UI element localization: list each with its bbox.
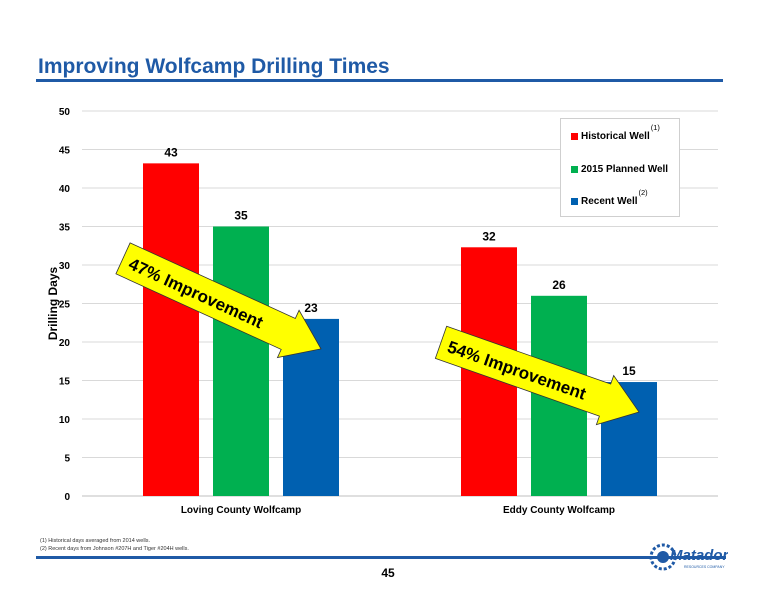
x-category-label: Eddy County Wolfcamp [503,505,615,516]
arrow-shape [434,325,640,426]
y-tick-label: 35 [59,223,71,234]
y-tick-label: 40 [59,184,71,195]
footer-divider [36,556,726,559]
data-label: 26 [552,278,566,292]
data-label: 23 [304,301,318,315]
y-tick-label: 0 [64,492,70,503]
y-tick-label: 5 [64,454,70,465]
y-tick-label: 20 [59,338,71,349]
y-tick-label: 10 [59,415,71,426]
y-axis-label: Drilling Days [46,267,60,341]
page-title: Improving Wolfcamp Drilling Times [38,55,390,78]
legend-swatch-planned [571,165,578,173]
footnote-2: (2) Recent days from Johnson #207H and T… [40,546,189,552]
data-label: 35 [234,209,248,223]
page-number: 45 [381,566,395,580]
y-tick-label: 15 [59,377,71,388]
y-tick-label: 45 [59,146,71,157]
bar [143,163,199,497]
y-tick-label: 30 [59,261,71,272]
x-category-label: Loving County Wolfcamp [181,505,301,516]
legend-label-historical: Historical Well [581,131,650,142]
y-tick-label: 50 [59,107,71,118]
data-label: 43 [164,145,178,159]
legend-swatch-recent [571,197,578,205]
legend-item-historical: Historical Well(1) [571,123,660,142]
arrow-shape [115,242,322,359]
legend-label-planned: 2015 Planned Well [581,164,669,175]
bar [213,226,269,496]
data-label: 15 [622,364,636,378]
legend-footnote-historical: (1) [650,123,660,132]
legend-swatch-historical [571,132,578,140]
legend-label-recent: Recent Well [581,196,638,207]
footnote-1: (1) Historical days averaged from 2014 w… [40,538,151,544]
y-tick-label: 25 [59,300,71,311]
footnotes: (1) Historical days averaged from 2014 w… [40,537,189,553]
data-labels: 43 35 23 32 26 15 [164,145,636,378]
data-label: 32 [482,229,496,243]
title-divider [36,79,723,82]
legend-item-planned: 2015 Planned Well [571,164,668,175]
logo-subtext: RESOURCES COMPANY [684,565,725,569]
axis-ticks: 0 5 10 15 20 25 30 35 40 45 50 Drilling Days Loving … [46,107,615,516]
logo-wordmark: Matador [670,547,728,564]
legend-item-recent: Recent Well(2) [571,188,648,207]
chart-legend: Historical Well(1) 2015 Planned Well Rec… [560,118,680,217]
legend-footnote-recent: (2) [638,188,648,197]
